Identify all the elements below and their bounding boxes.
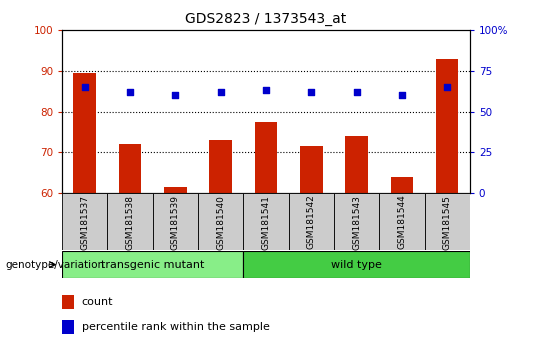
Bar (436, 58, 458, 193)
Bar (62, 320, 75, 334)
Point (126, 89, 134, 95)
Text: transgenic mutant: transgenic mutant (101, 259, 204, 270)
Point (171, 92, 180, 98)
Text: GSM181545: GSM181545 (443, 195, 451, 250)
Bar (244, 193, 288, 250)
Bar (334, 193, 379, 250)
Text: GSM181543: GSM181543 (352, 195, 361, 250)
Point (397, 92, 406, 98)
Bar (424, 193, 470, 250)
Text: GSM181541: GSM181541 (261, 195, 271, 250)
Bar (198, 193, 244, 250)
Bar (62, 251, 244, 278)
Text: GSM181540: GSM181540 (216, 195, 225, 250)
Bar (153, 193, 198, 250)
Text: GSM181538: GSM181538 (126, 195, 134, 250)
Bar (300, 146, 322, 193)
Bar (379, 193, 424, 250)
Bar (62, 193, 107, 250)
Text: GSM181539: GSM181539 (171, 195, 180, 250)
Point (443, 84, 451, 90)
Text: GSM181537: GSM181537 (80, 195, 89, 250)
Point (217, 89, 225, 95)
Point (80, 84, 89, 90)
Point (261, 87, 270, 93)
Text: GSM181542: GSM181542 (307, 195, 316, 249)
Bar (390, 177, 413, 193)
Bar (210, 140, 232, 193)
Bar (73, 73, 96, 193)
Bar (107, 193, 153, 250)
Bar (255, 122, 277, 193)
Point (352, 89, 361, 95)
Point (307, 89, 315, 95)
Bar (119, 144, 141, 193)
Text: GSM181544: GSM181544 (397, 195, 406, 249)
Text: genotype/variation: genotype/variation (5, 259, 105, 270)
Bar (244, 251, 470, 278)
Text: count: count (82, 297, 113, 307)
Bar (164, 187, 187, 193)
Title: GDS2823 / 1373543_at: GDS2823 / 1373543_at (185, 12, 347, 26)
Text: percentile rank within the sample: percentile rank within the sample (82, 322, 269, 332)
Bar (345, 136, 368, 193)
Bar (62, 295, 75, 309)
Text: wild type: wild type (331, 259, 382, 270)
Bar (288, 193, 334, 250)
